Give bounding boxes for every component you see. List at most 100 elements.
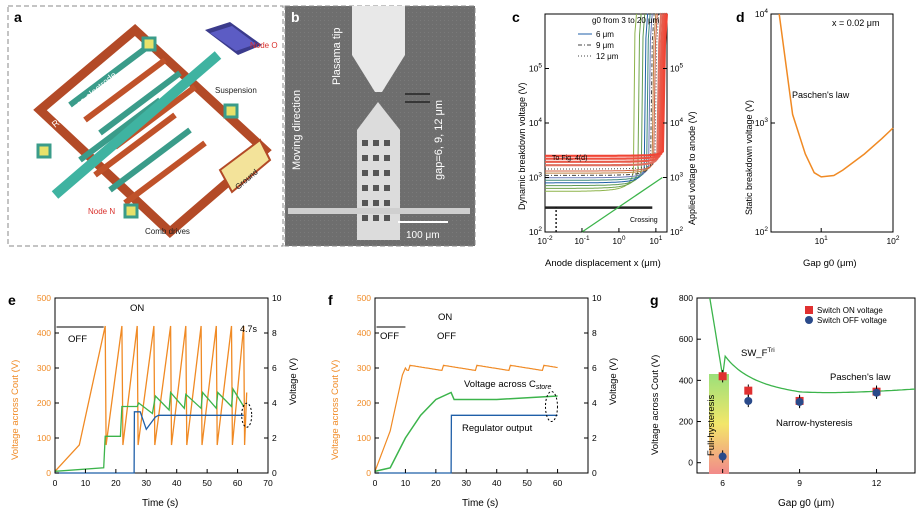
suspension-pad-1	[223, 103, 239, 119]
plot-f-ylabel-right: Voltage (V)	[608, 358, 619, 405]
g-ytick-label: 600	[679, 334, 693, 344]
plot-c-xlabel: Anode displacement x (μm)	[545, 258, 661, 269]
legend-g-off-marker	[805, 316, 813, 324]
f-store-series	[374, 391, 558, 473]
f-ytick-right-label: 6	[592, 363, 597, 373]
f-xtick-label: 30	[462, 478, 472, 488]
panel-a: a Reference electrode Cathode Node O A	[7, 5, 284, 247]
f-xtick-label: 0	[373, 478, 378, 488]
c-ytick-label: 105	[529, 63, 542, 74]
suspension-pad-4	[123, 203, 139, 219]
c-curve-18	[545, 12, 667, 160]
node-n-label: Node N	[88, 207, 115, 216]
annot-crossing: Crossing	[630, 217, 658, 224]
d-ytick-label: 102	[755, 226, 768, 237]
e-blue-series	[55, 411, 244, 474]
c-curve-11	[545, 13, 658, 172]
c-ytick-right-label: 104	[670, 117, 683, 128]
f-cout-series	[374, 364, 558, 472]
plot-g-area	[709, 297, 916, 463]
c-ytick-label: 104	[529, 117, 542, 128]
annot-paschen-d: Paschen's law	[792, 90, 850, 100]
e-xtick-label: 10	[81, 478, 91, 488]
d-xtick-label: 101	[815, 235, 828, 246]
c-ytick-right-label: 102	[670, 226, 683, 237]
plot-e-frame	[54, 297, 269, 474]
f-ytick-label: 300	[357, 363, 371, 373]
e-xtick-label: 40	[172, 478, 182, 488]
node-o-label: Node O	[250, 41, 278, 50]
c-ytick-right-label: 103	[670, 172, 683, 183]
plot-e-area	[54, 325, 253, 474]
gap-label: gap=6, 9, 12 μm	[433, 100, 445, 180]
c-ytick-right-label: 105	[670, 63, 683, 74]
d-ytick-label: 104	[755, 8, 768, 19]
annot-g-narrow: Narrow-hysteresis	[776, 418, 853, 429]
moving-direction-label: Moving direction	[291, 90, 303, 170]
g-off-point	[872, 388, 881, 397]
d-ytick-label: 103	[755, 117, 768, 128]
legend-c-6: 6 μm	[596, 30, 614, 39]
comb-drives-label: Comb drives	[145, 227, 190, 236]
c-curve-3	[545, 13, 637, 192]
plot-c-ylabel: Dynamic breakdown voltage (V)	[517, 82, 527, 210]
ground-pad	[218, 138, 272, 194]
f-xtick-label: 50	[522, 478, 532, 488]
plot-g-axes: 6 9 12 0 200 400 600 800	[679, 293, 882, 488]
plasma-tip-label: Plasama tip	[331, 28, 343, 85]
scale-label: 100 μm	[406, 230, 440, 241]
f-ytick-right-label: 4	[592, 398, 597, 408]
c-curve-12	[545, 13, 660, 170]
f-ytick-label: 500	[357, 293, 371, 303]
c-xtick-label: 101	[649, 235, 662, 246]
plot-g-frame	[696, 297, 916, 474]
c-curve-6	[545, 13, 649, 184]
f-ytick-right-label: 8	[592, 328, 597, 338]
c-curve-5	[545, 13, 646, 187]
annot-e-period: 4.7s	[240, 324, 258, 334]
f-ytick-label: 100	[357, 433, 371, 443]
legend-c-title: g0 from 3 to 20 μm	[592, 16, 660, 25]
f-dotted-ellipse	[544, 391, 558, 422]
e-xtick-label: 50	[202, 478, 212, 488]
f-xtick-label: 10	[401, 478, 411, 488]
annot-to-fig: To Fig. 4(d)	[552, 155, 587, 162]
f-regulator-series	[375, 414, 558, 474]
plot-f-ylabel: Voltage across Cout (V)	[330, 360, 341, 460]
g-on-point	[718, 372, 727, 381]
e-cout-series	[54, 325, 248, 472]
c-xtick-label: 10-1	[574, 235, 590, 246]
e-xtick-label: 20	[111, 478, 121, 488]
d-paschen-curve	[778, 13, 894, 178]
e-xtick-label: 0	[53, 478, 58, 488]
suspension-pad-2	[141, 36, 157, 52]
plot-c-area	[545, 12, 668, 233]
e-ytick-label: 0	[46, 468, 51, 478]
annot-f-on: ON	[438, 312, 452, 323]
annot-f-store: Voltage across Cstore	[464, 379, 551, 391]
panel-f: f 0 10 20 30 40 50 60 0 100 200 300 400 500 0 2 4 6 8 10 V…	[328, 292, 619, 509]
f-xtick-label: 40	[492, 478, 502, 488]
c-curve-20	[545, 12, 668, 157]
panel-e: e 0 10 20 30 40 50 60 7001002003004005000246810…	[8, 292, 299, 509]
plot-f-axes: 0 10 20 30 40 50 60 0 100 200 300 400 500 0 2 4 6 8 10	[357, 293, 602, 488]
plot-c-ylabel-right: Applied voltage to anode (V)	[687, 111, 697, 225]
g-ytick-label: 400	[679, 375, 693, 385]
legend-c-9: 9 μm	[596, 41, 614, 50]
f-ytick-right-label: 0	[592, 468, 597, 478]
panel-e-letter: e	[8, 292, 16, 308]
plot-d-area	[778, 13, 894, 178]
e-ytick-right-label: 2	[272, 433, 277, 443]
c-ytick-label: 103	[529, 172, 542, 183]
f-ytick-label: 200	[357, 398, 371, 408]
e-green-series	[54, 386, 245, 472]
hysteresis-band	[709, 374, 729, 474]
plot-f-frame	[374, 297, 589, 474]
g-ytick-label: 800	[679, 293, 693, 303]
e-ytick-label: 500	[37, 293, 51, 303]
plot-f-area	[374, 326, 558, 474]
plasma-tip	[352, 6, 405, 92]
annot-g-sw: SW_FTri	[741, 347, 775, 359]
g-off-point	[795, 397, 804, 406]
structure-holes	[362, 140, 390, 221]
